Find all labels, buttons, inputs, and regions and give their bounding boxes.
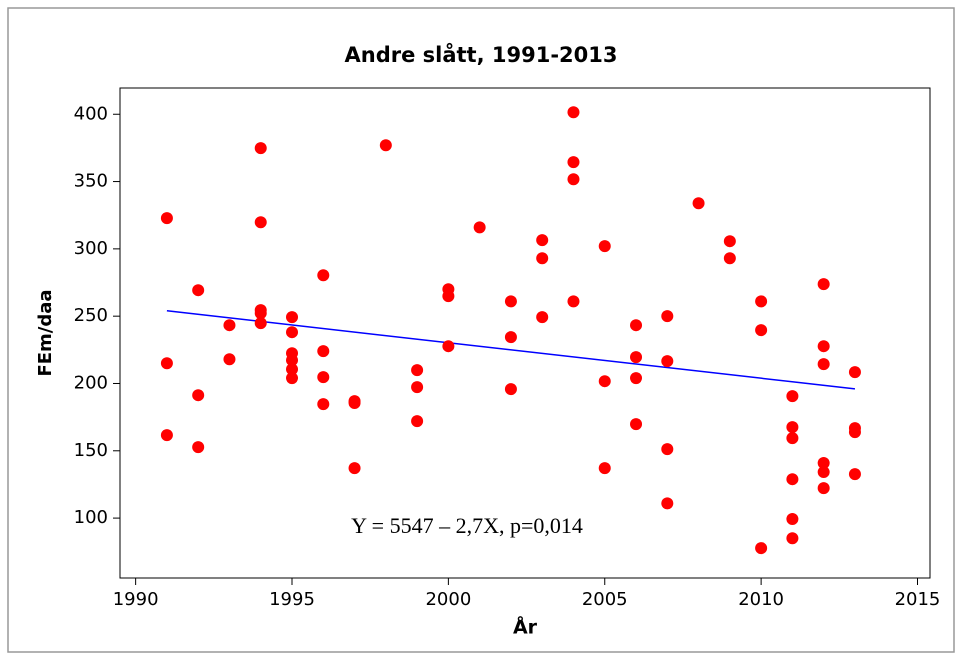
point: [317, 398, 330, 411]
point: [598, 375, 611, 388]
x-tick-label: 2010: [738, 589, 784, 610]
point: [786, 513, 799, 526]
point: [192, 284, 205, 297]
plot-area: [119, 87, 931, 579]
point: [160, 357, 173, 370]
x-tick-label: 2015: [895, 589, 941, 610]
point: [317, 371, 330, 384]
point: [192, 389, 205, 402]
point: [598, 240, 611, 253]
point: [661, 497, 674, 510]
y-tick-label: 300: [74, 238, 108, 259]
point: [630, 372, 643, 385]
point: [286, 354, 299, 367]
annotation: Y = 5547 – 2,7X, p=0,014: [351, 513, 583, 538]
point: [317, 345, 330, 358]
point: [567, 106, 580, 119]
x-tick-label: 1995: [269, 589, 315, 610]
point: [630, 319, 643, 332]
point: [286, 326, 299, 339]
point: [192, 441, 205, 454]
point: [286, 311, 299, 324]
point: [817, 457, 830, 470]
point: [817, 278, 830, 291]
point: [536, 234, 549, 247]
point: [817, 358, 830, 371]
point: [504, 383, 517, 396]
point: [630, 418, 643, 431]
point: [755, 324, 768, 337]
point: [254, 142, 267, 155]
chart-title: Andre slått, 1991-2013: [345, 42, 618, 67]
point: [567, 173, 580, 186]
point: [317, 269, 330, 282]
point: [692, 197, 705, 210]
point: [630, 351, 643, 364]
point: [223, 353, 236, 366]
y-tick-label: 350: [74, 171, 108, 192]
point: [504, 295, 517, 308]
point: [567, 295, 580, 308]
point: [442, 340, 455, 353]
y-tick-label: 150: [74, 440, 108, 461]
point: [348, 397, 361, 409]
y-tick-label: 250: [74, 305, 108, 326]
y-axis-label: FEm/daa: [35, 289, 56, 376]
fit-line: [166, 310, 856, 390]
point: [848, 468, 861, 481]
point: [160, 429, 173, 442]
point: [817, 482, 830, 495]
point: [661, 310, 674, 323]
point: [160, 212, 173, 225]
y-tick-label: 400: [74, 103, 108, 124]
point: [379, 139, 392, 152]
point: [411, 364, 424, 377]
point: [536, 252, 549, 265]
point: [254, 216, 267, 229]
point: [755, 295, 768, 308]
point: [786, 432, 799, 445]
point: [286, 372, 299, 385]
point: [723, 235, 736, 248]
x-axis-label: År: [513, 615, 538, 639]
point: [567, 156, 580, 169]
x-tick-label: 2000: [425, 589, 471, 610]
point: [504, 331, 517, 344]
point: [286, 363, 299, 376]
point: [848, 426, 861, 439]
y-tick-label: 200: [74, 372, 108, 393]
x-tick-label: 1990: [113, 589, 159, 610]
point: [786, 390, 799, 403]
point: [817, 466, 830, 479]
point: [661, 355, 674, 368]
point: [442, 290, 455, 303]
x-tick-label: 2005: [582, 589, 628, 610]
point: [755, 542, 768, 555]
point: [817, 340, 830, 353]
point: [786, 532, 799, 545]
point: [411, 381, 424, 394]
point: [254, 317, 267, 330]
point: [598, 462, 611, 475]
point: [786, 421, 799, 434]
point: [254, 307, 267, 320]
point: [348, 462, 361, 475]
point: [473, 221, 486, 234]
point: [661, 443, 674, 456]
y-tick-label: 100: [74, 507, 108, 528]
point: [223, 319, 236, 332]
point: [411, 415, 424, 428]
point: [786, 473, 799, 486]
point: [536, 311, 549, 324]
point: [723, 252, 736, 265]
point: [848, 366, 861, 379]
